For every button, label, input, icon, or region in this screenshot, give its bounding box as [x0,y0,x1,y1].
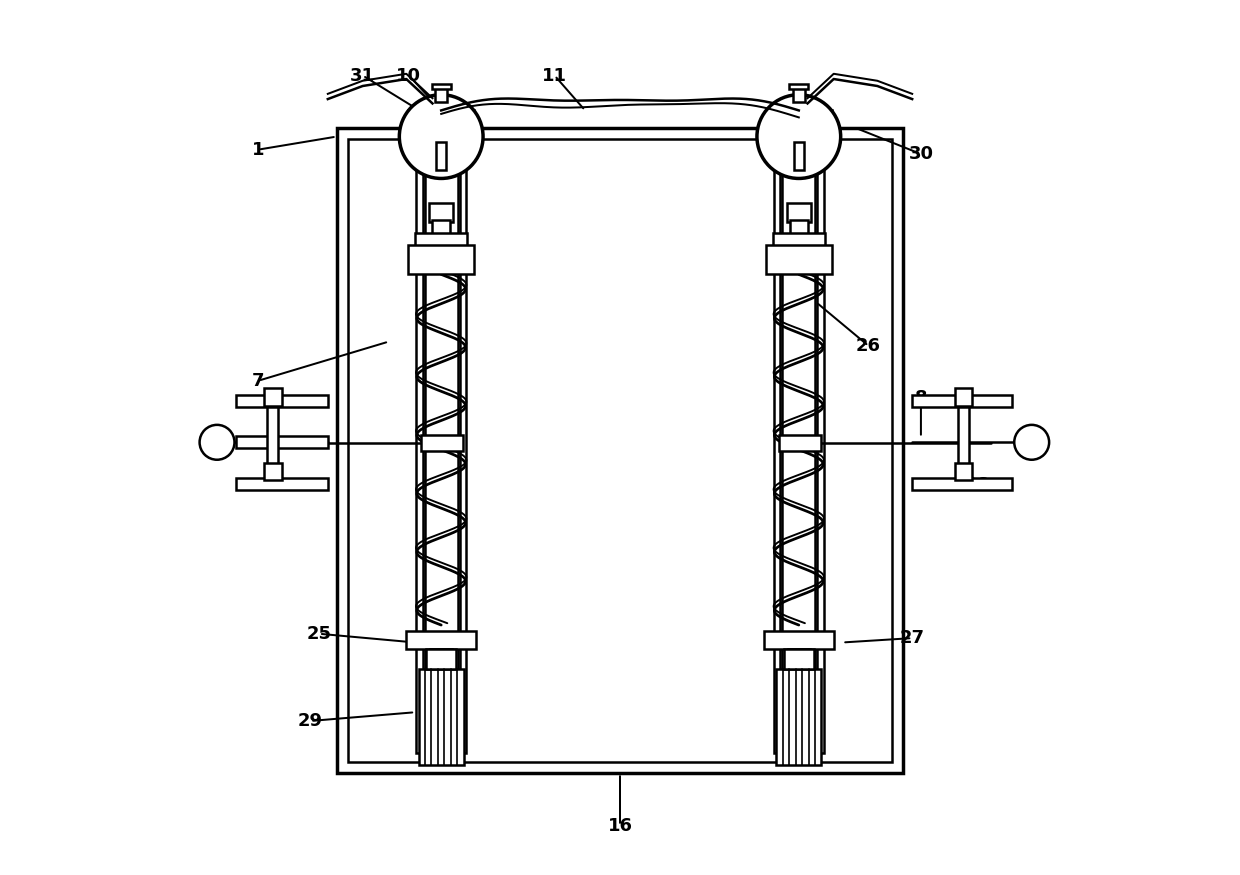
Text: 31: 31 [350,66,376,85]
Bar [460,148,466,753]
Bar [415,233,467,246]
Text: 10: 10 [397,66,422,85]
Text: 8: 8 [915,389,928,407]
Bar [415,148,423,753]
Bar [764,631,833,648]
Bar [407,631,476,648]
Text: 6: 6 [976,477,988,494]
Bar [913,395,1013,407]
Bar [429,203,454,222]
Bar [786,203,811,222]
Bar [794,142,804,170]
Bar [436,142,446,170]
Bar [433,220,450,234]
Bar [957,407,968,478]
Bar [237,478,327,490]
Bar [267,407,278,478]
Text: 30: 30 [909,145,934,163]
Bar [430,648,453,668]
Bar [435,86,448,102]
Text: 1: 1 [252,141,264,158]
Bar [766,109,832,123]
Text: 25: 25 [306,625,331,643]
Bar [779,435,821,451]
Bar [264,463,281,480]
Circle shape [200,425,234,459]
Bar [774,148,780,753]
Circle shape [756,94,841,178]
Bar [790,220,807,234]
Bar [792,86,805,102]
Bar [408,109,474,123]
Text: 16: 16 [608,816,632,835]
Text: 11: 11 [542,66,567,85]
Bar [422,435,463,451]
Bar [237,436,327,448]
Bar [419,668,464,765]
Bar [782,148,816,753]
Bar [773,233,825,246]
Circle shape [1014,425,1049,459]
Bar [955,388,972,406]
Text: 29: 29 [298,712,322,730]
Bar [913,478,1013,490]
Bar [817,148,825,753]
Bar [264,388,281,406]
Bar [336,128,904,774]
Bar [787,648,810,668]
Bar [408,245,475,275]
Bar [776,668,821,765]
Text: 27: 27 [900,629,925,648]
Bar [237,395,327,407]
Bar [424,148,458,753]
Bar [427,649,456,668]
Bar [765,245,832,275]
Bar [432,84,451,89]
Bar [348,139,892,762]
Circle shape [399,94,484,178]
Bar [784,649,813,668]
Bar [789,84,808,89]
Bar [955,463,972,480]
Text: 26: 26 [856,337,882,355]
Text: 7: 7 [252,372,264,389]
